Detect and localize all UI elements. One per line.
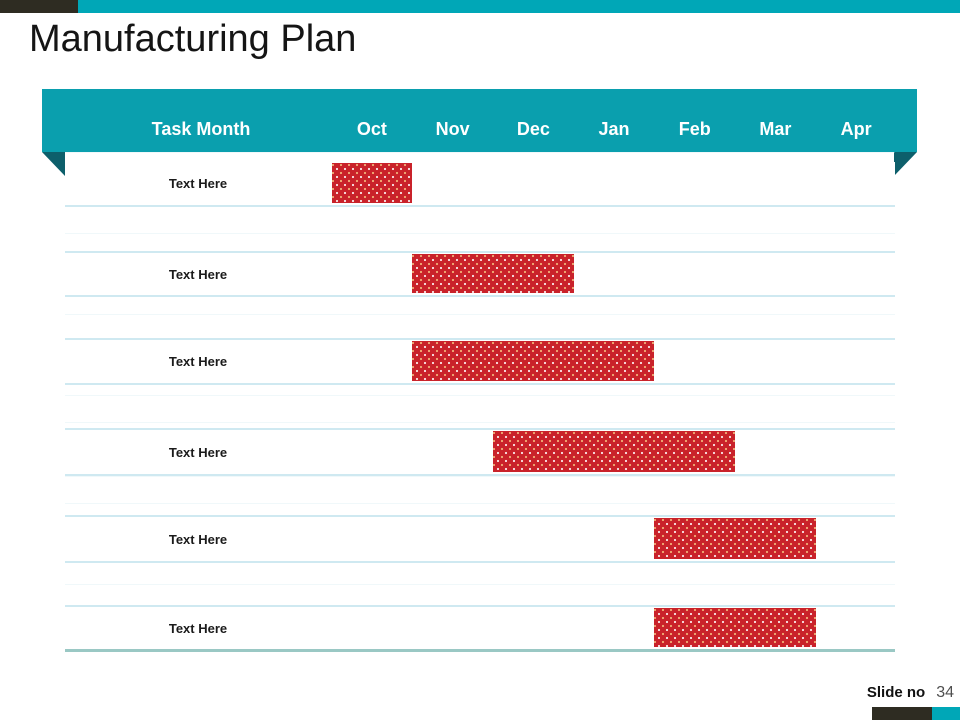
header-month-nov: Nov (435, 118, 470, 139)
header-month-jan: Jan (598, 118, 630, 139)
top-accent-bar-teal (78, 0, 960, 13)
task-label: Text Here (168, 354, 228, 369)
banner-fold-right (894, 152, 917, 176)
gantt-body: Text Here Text Here Text Here Text Here … (65, 152, 895, 660)
header-month-apr: Apr (840, 118, 872, 139)
task-label: Text Here (168, 444, 228, 460)
gantt-bar (493, 431, 736, 472)
banner-fold-left (42, 152, 65, 176)
gantt-bar (654, 608, 816, 647)
table-row: Text Here (65, 251, 895, 297)
slide-no-label: Slide no (866, 684, 926, 701)
gantt-bar (412, 341, 655, 381)
bottom-accent-bar-dark (872, 707, 932, 720)
gantt-bar (412, 254, 574, 293)
gantt-header-banner: Task Month Oct Nov Dec Jan Feb Mar Apr (42, 89, 917, 152)
slide-number: 34 (936, 684, 954, 701)
bottom-accent-bar-teal (932, 707, 960, 720)
table-row: Text Here (65, 162, 895, 207)
header-month-feb: Feb (678, 118, 711, 139)
task-label: Text Here (168, 266, 228, 282)
table-row: Text Here (65, 605, 895, 652)
header-task-month: Task Month (151, 118, 251, 139)
gantt-bar (331, 163, 413, 203)
gantt-bar (654, 518, 816, 559)
task-label: Text Here (168, 531, 228, 547)
header-month-oct: Oct (356, 118, 387, 139)
task-label: Text Here (168, 176, 228, 191)
task-label: Text Here (168, 620, 228, 636)
table-row: Text Here (65, 338, 895, 385)
top-accent-bar-dark (0, 0, 78, 13)
slide-footer: Slide no 34 (867, 684, 954, 702)
table-row: Text Here (65, 515, 895, 563)
header-month-dec: Dec (516, 118, 550, 139)
header-month-mar: Mar (759, 118, 792, 139)
table-row: Text Here (65, 428, 895, 476)
page-title: Manufacturing Plan (29, 18, 357, 60)
